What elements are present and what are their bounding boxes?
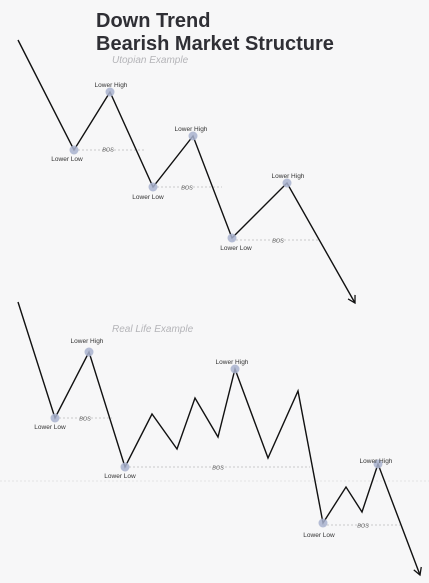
title-line: Bearish Market Structure xyxy=(96,33,334,55)
swing-points xyxy=(69,87,292,243)
swing-label: Lower Low xyxy=(104,473,136,480)
bos-label: BOS xyxy=(102,147,114,153)
bos-lines xyxy=(55,417,400,526)
swing-label: Lower Low xyxy=(220,245,252,252)
swing-label: Lower High xyxy=(175,126,208,133)
swing-label: Lower Low xyxy=(51,156,83,163)
swing-label: Lower High xyxy=(360,458,393,465)
price-path xyxy=(17,39,356,305)
swing-label: Lower High xyxy=(216,359,249,366)
swing-label: Lower High xyxy=(272,173,305,180)
price-path xyxy=(17,301,422,577)
subtitle: Real Life Example xyxy=(112,324,194,335)
bos-label: BOS xyxy=(212,465,224,471)
bos-label: BOS xyxy=(79,416,91,422)
bos-label: BOS xyxy=(272,238,284,244)
swing-label: Lower High xyxy=(95,82,128,89)
bos-label: BOS xyxy=(181,185,193,191)
swing-points xyxy=(50,347,383,528)
bos-label: BOS xyxy=(357,523,369,529)
swing-label: Lower Low xyxy=(34,424,66,431)
swing-label: Lower Low xyxy=(132,194,164,201)
title-line: Down Trend xyxy=(96,10,210,32)
subtitle: Utopian Example xyxy=(112,55,189,66)
bos-lines xyxy=(74,149,320,241)
swing-label: Lower Low xyxy=(303,532,335,539)
swing-label: Lower High xyxy=(71,338,104,345)
